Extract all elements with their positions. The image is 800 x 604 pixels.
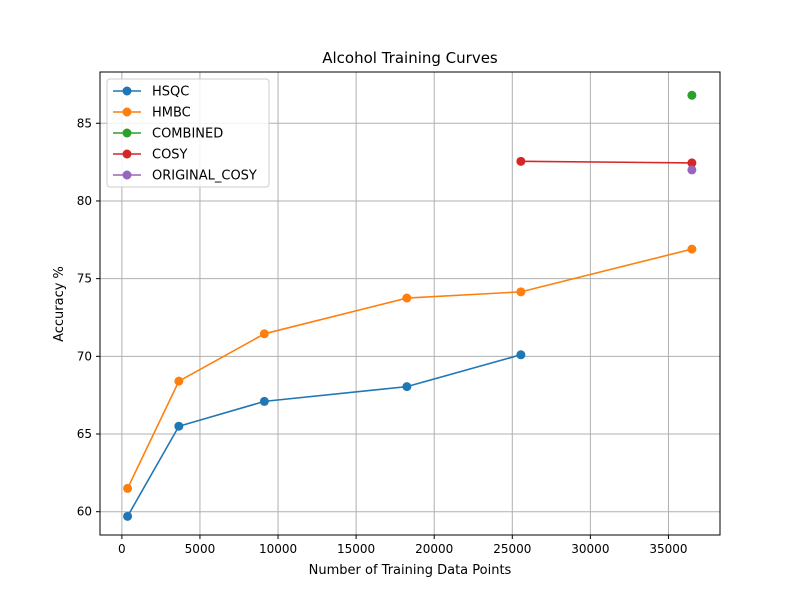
x-tick-label: 10000 xyxy=(259,542,297,556)
y-tick-label: 85 xyxy=(77,116,92,130)
series-cosy xyxy=(516,156,697,168)
x-tick-label: 20000 xyxy=(415,542,453,556)
series-hsqc xyxy=(123,350,526,521)
y-tick-label: 65 xyxy=(77,427,92,441)
legend-entry: HMBC xyxy=(113,106,191,121)
legend-entry: COMBINED xyxy=(113,127,223,142)
data-point-hsqc xyxy=(174,421,184,431)
x-tick-label: 0 xyxy=(118,542,126,556)
legend-label: HMBC xyxy=(152,106,191,121)
legend-marker xyxy=(122,86,132,96)
legend-marker xyxy=(122,128,132,138)
x-tick-label: 30000 xyxy=(571,542,609,556)
data-point-hsqc xyxy=(123,511,133,521)
data-point-combined xyxy=(687,90,697,100)
plot-frame xyxy=(99,71,721,536)
series-combined xyxy=(687,90,697,100)
data-point-hsqc xyxy=(402,382,412,392)
legend-entry: ORIGINAL_COSY xyxy=(113,169,257,184)
data-point-hsqc xyxy=(259,396,269,406)
legend-marker xyxy=(122,170,132,180)
x-axis-label: Number of Training Data Points xyxy=(309,563,512,578)
x-tick-label: 25000 xyxy=(493,542,531,556)
data-point-hmbc xyxy=(123,483,133,493)
y-tick-label: 60 xyxy=(77,505,92,519)
y-tick-label: 75 xyxy=(77,272,92,286)
legend-entry: HSQC xyxy=(113,85,189,100)
x-tick-label: 35000 xyxy=(649,542,687,556)
y-tick-label: 70 xyxy=(77,349,92,363)
legend-label: HSQC xyxy=(152,85,189,100)
series-line-cosy xyxy=(520,160,692,164)
legend-marker xyxy=(122,107,132,117)
legend-label: ORIGINAL_COSY xyxy=(152,169,257,184)
axis-ticks: 0 5000 10000 15000 20000 25000 30000 35000 60 65 7… xyxy=(77,116,688,556)
data-point-hmbc xyxy=(516,287,526,297)
series-original-cosy xyxy=(687,165,697,175)
data-point-hmbc xyxy=(402,293,412,303)
y-axis-label: Accuracy % xyxy=(52,266,67,342)
x-tick-label: 5000 xyxy=(185,542,216,556)
legend: HSQC HMBC COMBINED COSY ORIGINAL_COSY xyxy=(106,78,270,188)
series-layer xyxy=(123,90,697,521)
data-point-hsqc xyxy=(516,350,526,360)
legend-marker xyxy=(122,149,132,159)
legend-box xyxy=(106,78,270,188)
data-point-cosy xyxy=(516,156,526,166)
data-point-hmbc xyxy=(259,329,269,339)
data-point-hmbc xyxy=(174,376,184,386)
legend-label: COMBINED xyxy=(152,127,223,142)
data-point-hmbc xyxy=(687,244,697,254)
y-tick-label: 80 xyxy=(77,194,92,208)
legend-entry: COSY xyxy=(113,148,188,163)
data-point-original-cosy xyxy=(687,165,697,175)
series-hmbc xyxy=(123,244,697,493)
x-tick-label: 15000 xyxy=(337,542,375,556)
series-line-hmbc xyxy=(126,248,693,489)
legend-label: COSY xyxy=(152,148,188,163)
chart-title: Alcohol Training Curves xyxy=(322,49,498,67)
grid-lines xyxy=(100,72,720,535)
data-point-cosy xyxy=(687,158,697,168)
